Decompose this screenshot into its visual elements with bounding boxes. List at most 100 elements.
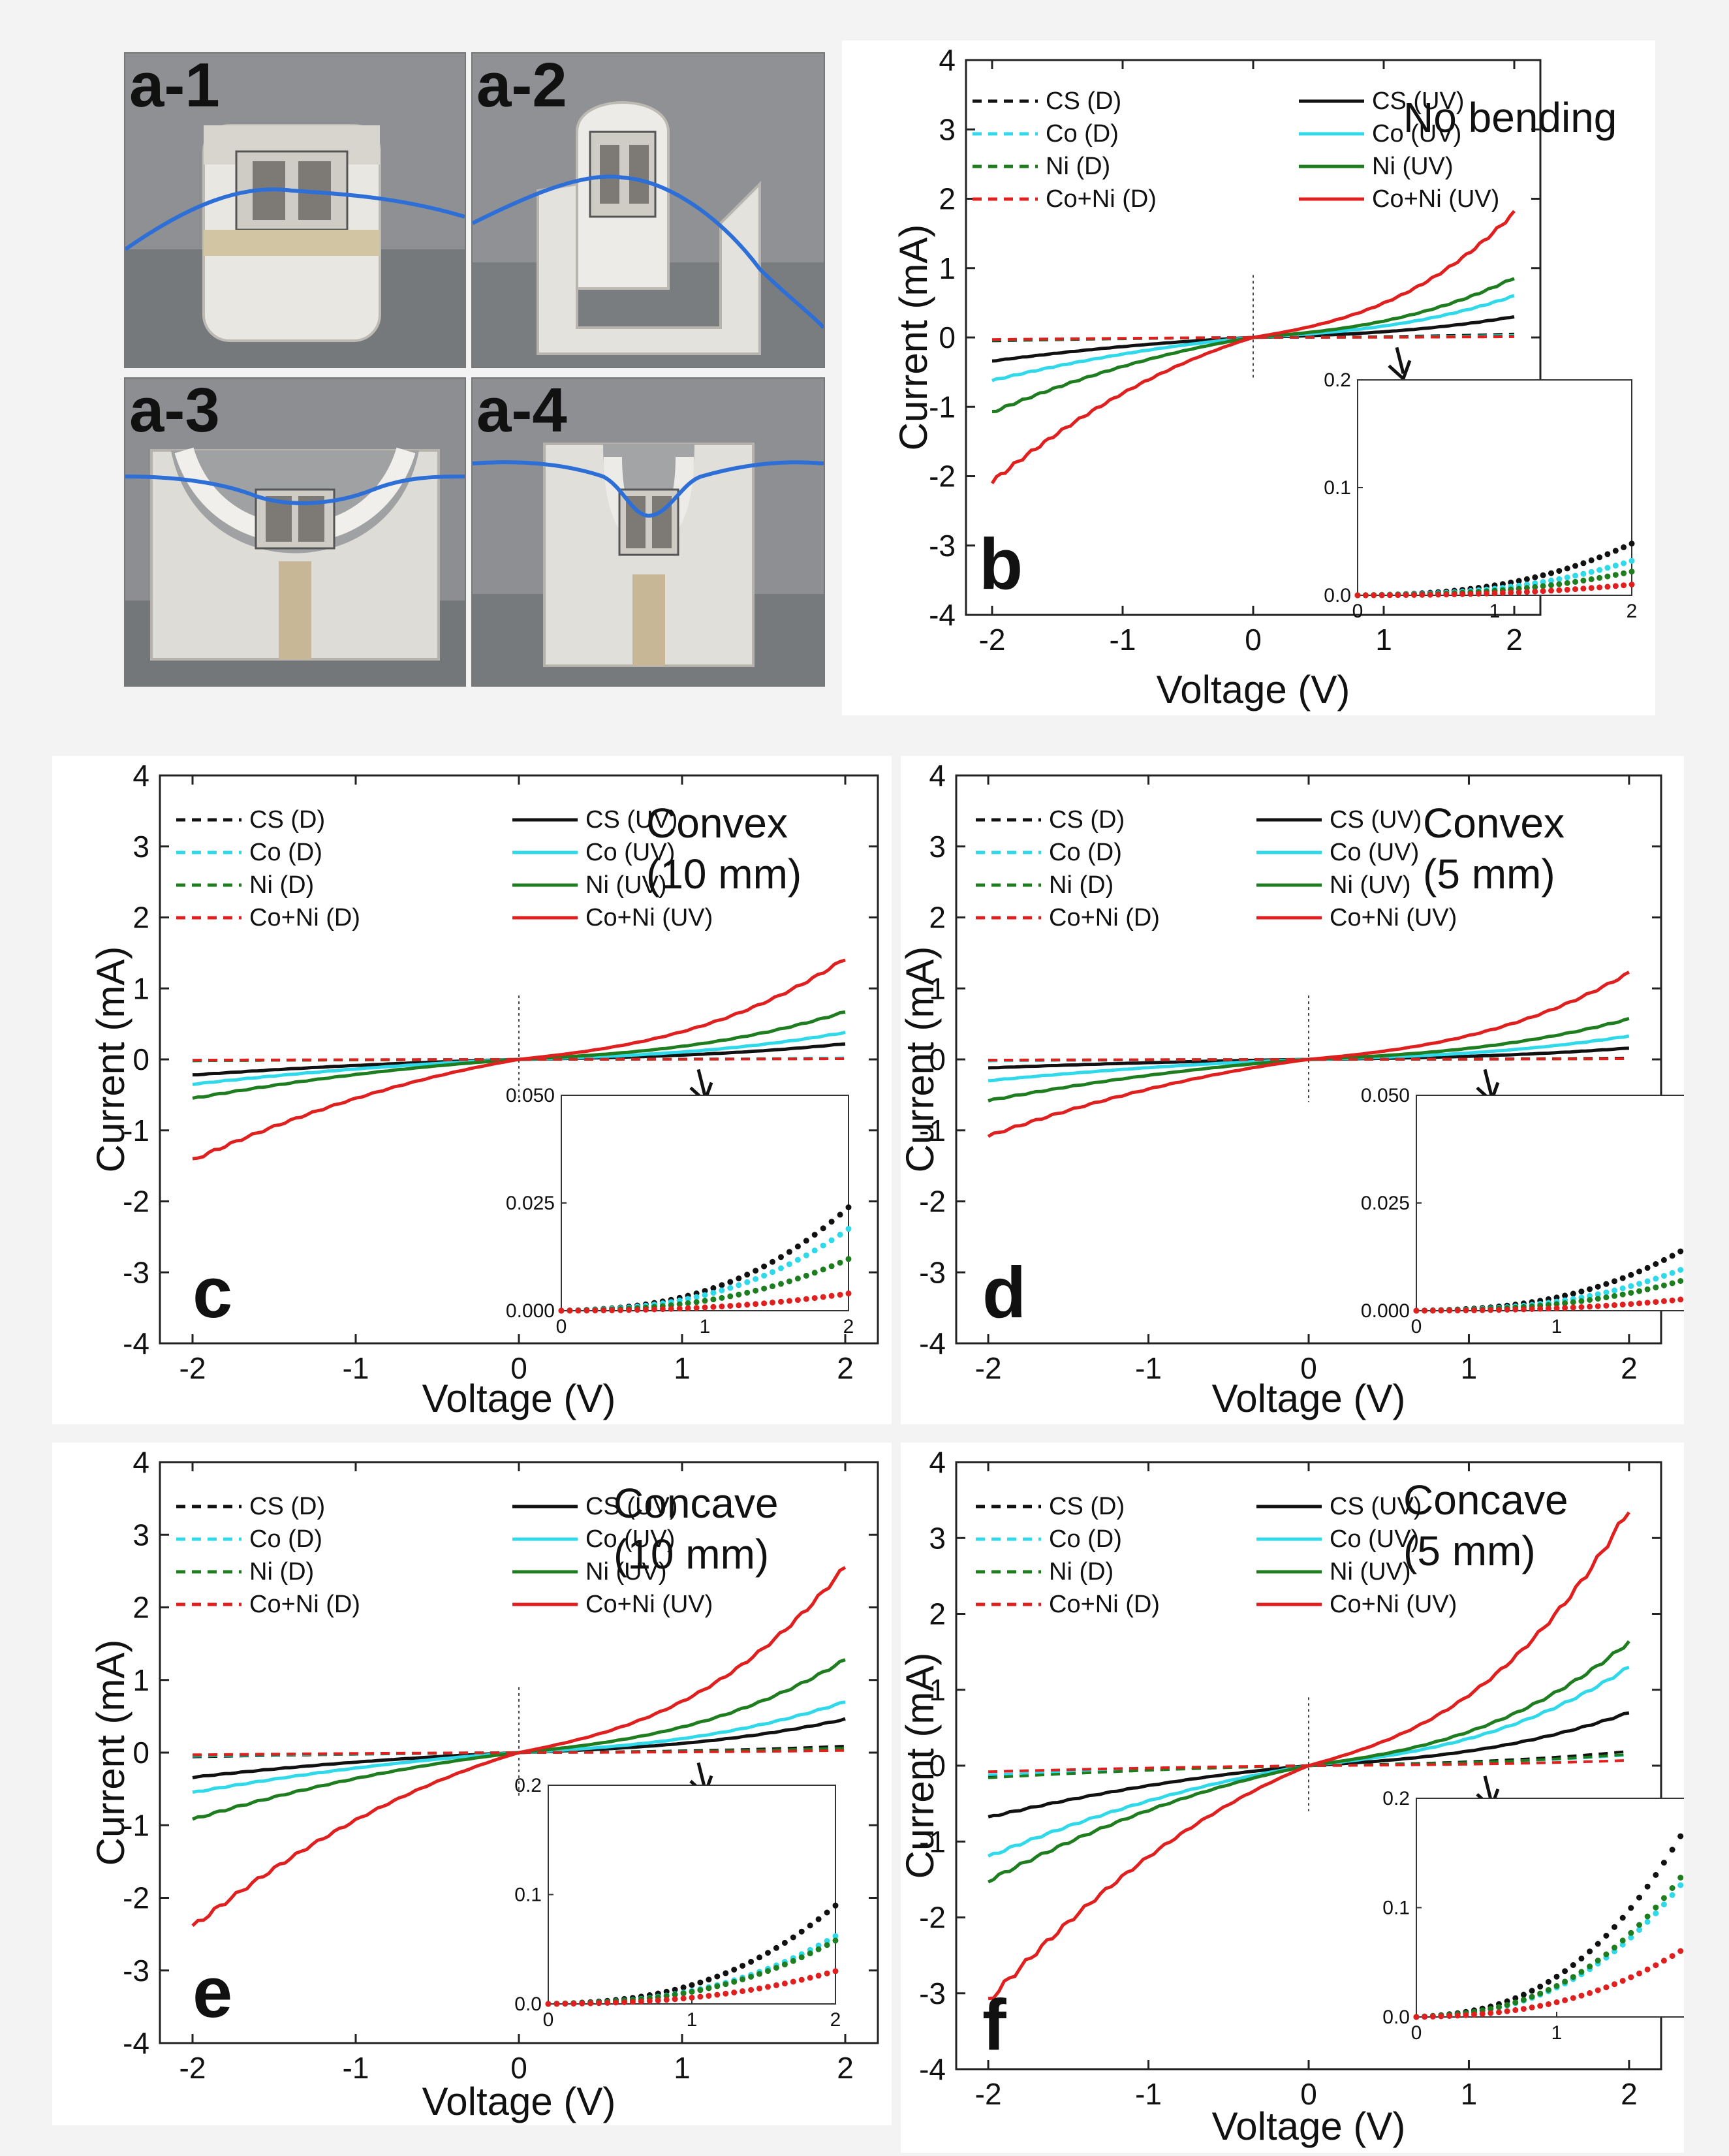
y-tick-label: 1: [132, 971, 149, 1005]
y-tick-label: 0: [929, 1042, 946, 1076]
inset-arrow: [1395, 347, 1405, 374]
legend-label: Ni (UV): [585, 871, 667, 899]
inset-point: [706, 1993, 712, 1999]
inset-point: [1580, 560, 1587, 567]
inset-point: [1496, 2009, 1502, 2016]
legend-label: Co+Ni (UV): [585, 904, 713, 931]
inset-point: [753, 1276, 759, 1282]
inset-point: [584, 1307, 590, 1314]
inset-point: [1677, 1833, 1684, 1839]
inset-point: [723, 1970, 729, 1976]
y-tick-label: -4: [123, 2026, 149, 2060]
inset-point: [719, 1287, 725, 1294]
inset-point: [1427, 591, 1433, 598]
inset-point: [1488, 1307, 1494, 1313]
inset-x-tick-label: 2: [843, 1316, 854, 1337]
panel-label: c: [193, 1253, 232, 1333]
y-tick-label: 0: [939, 320, 956, 354]
x-tick-label: 0: [510, 1351, 527, 1385]
inset-point: [803, 1252, 809, 1258]
inset-point: [1619, 1285, 1626, 1292]
y-tick-label: 3: [929, 1521, 946, 1555]
inset-point: [1595, 1987, 1601, 1993]
y-tick-label: 1: [929, 1673, 946, 1707]
inset-point: [702, 1304, 708, 1311]
legend-label: Co (UV): [1372, 120, 1461, 148]
inset-point: [697, 1979, 704, 1986]
inset-point: [1677, 1948, 1684, 1954]
inset-point: [600, 1307, 607, 1313]
inset-point: [740, 1963, 746, 1969]
inset-point: [1619, 1937, 1626, 1944]
inset-point: [756, 1985, 762, 1992]
inset-point: [1572, 578, 1578, 585]
y-tick-label: 4: [939, 43, 956, 77]
inset-point: [1529, 1988, 1535, 1994]
inset-point: [1578, 1969, 1585, 1975]
inset-point: [1653, 1284, 1659, 1290]
legend-label: Ni (D): [1049, 1558, 1114, 1586]
x-tick-label: 0: [510, 2051, 527, 2085]
inset-point: [824, 1970, 830, 1976]
inset-point: [1570, 1304, 1576, 1311]
inset-point: [1628, 1272, 1634, 1278]
inset-point: [790, 1934, 796, 1941]
photo-label: a-3: [129, 377, 220, 445]
inset-point: [1564, 586, 1570, 593]
inset-point: [1529, 1306, 1535, 1312]
inset-arrow: [696, 1762, 707, 1790]
inset-point: [651, 1306, 657, 1313]
inset-point: [1597, 584, 1603, 591]
inset-point: [794, 1257, 801, 1263]
inset-point: [1612, 548, 1619, 554]
inset-point: [1516, 578, 1522, 584]
inset-point: [828, 1219, 835, 1225]
inset-series: [545, 1968, 839, 2007]
inset-point: [1496, 1307, 1502, 1313]
inset-point: [1446, 1307, 1453, 1314]
inset-point: [689, 1982, 695, 1988]
legend-label: CS (D): [1049, 1493, 1125, 1520]
inset-point: [1529, 1993, 1535, 2000]
inset-point: [1669, 1953, 1675, 1960]
inset-point: [1570, 1995, 1576, 2001]
inset-point: [1628, 557, 1635, 564]
inset-arrowhead: [1388, 360, 1412, 382]
inset-y-tick-label: 0.0: [1324, 585, 1351, 606]
inset-point: [811, 1232, 818, 1238]
inset-point: [663, 1997, 670, 2003]
inset-point: [702, 1298, 708, 1304]
legend-label: Co (D): [1049, 1525, 1122, 1553]
y-tick-label: 2: [929, 1597, 946, 1631]
legend-label: CS (UV): [1330, 806, 1422, 834]
inset-point: [1603, 1281, 1610, 1287]
inset-point: [1475, 591, 1482, 597]
inset-point: [1619, 1914, 1626, 1921]
inset-y-tick-label: 0.0: [514, 1993, 542, 2015]
inset-point: [719, 1304, 725, 1309]
inset-point: [761, 1300, 768, 1307]
inset-point: [1587, 1292, 1593, 1299]
x-axis-label: Voltage (V): [1157, 668, 1350, 711]
inset-point: [680, 1984, 687, 1991]
inset-point: [1553, 1999, 1560, 2005]
inset-point: [1644, 1286, 1651, 1292]
inset-x-tick-label: 0: [1411, 1316, 1422, 1337]
inset-point: [1471, 1307, 1477, 1313]
inset-point: [1540, 579, 1546, 586]
inset-point: [1553, 1973, 1560, 1980]
inset-point: [1479, 2010, 1486, 2017]
inset-y-tick-label: 0.000: [506, 1300, 555, 1322]
inset-point: [1636, 1894, 1642, 1901]
inset-point: [1504, 2002, 1510, 2008]
inset-y-tick-label: 0.1: [1324, 477, 1351, 499]
inset-point: [756, 1954, 762, 1961]
x-tick-label: -1: [1110, 623, 1136, 657]
inset-point: [1556, 587, 1563, 593]
inset-point: [1520, 1992, 1527, 1998]
inset-point: [1612, 1945, 1617, 1951]
concave-sample-illustration: [473, 379, 824, 685]
inset-point: [1512, 1995, 1519, 2001]
inset-point: [1570, 1974, 1576, 1980]
inset-point: [609, 1307, 615, 1313]
